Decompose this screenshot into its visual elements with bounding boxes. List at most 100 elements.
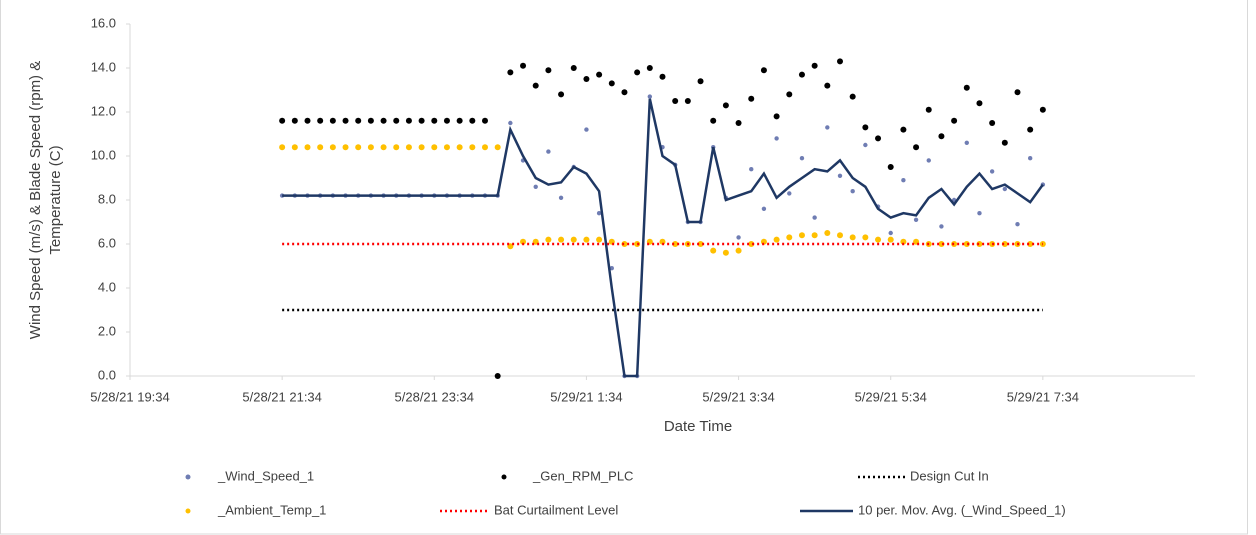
- data-point: [735, 120, 742, 126]
- data-point: [760, 67, 767, 74]
- data-point: [939, 224, 944, 229]
- data-point: [722, 102, 729, 109]
- data-point: [621, 89, 628, 96]
- y-tick-label: 16.0: [91, 15, 116, 30]
- data-point: [418, 117, 425, 124]
- data-point: [976, 100, 983, 107]
- data-point: [913, 144, 920, 151]
- data-point: [710, 247, 717, 254]
- data-point: [900, 238, 907, 245]
- data-point: [736, 235, 741, 240]
- data-point: [799, 156, 805, 161]
- data-point: [913, 217, 919, 222]
- data-point: [849, 234, 856, 241]
- data-point: [558, 195, 564, 200]
- data-point: [304, 117, 311, 124]
- data-point: [761, 206, 767, 211]
- y-axis-label: Temperature (C): [47, 145, 64, 254]
- data-point: [875, 135, 882, 142]
- data-point: [1014, 89, 1021, 96]
- data-point: [380, 144, 387, 151]
- legend-label: 10 per. Mov. Avg. (_Wind_Speed_1): [858, 502, 1066, 517]
- data-point: [558, 91, 565, 98]
- data-point: [672, 241, 679, 247]
- y-tick-label: 10.0: [91, 147, 116, 162]
- data-point: [279, 117, 286, 124]
- data-point: [977, 211, 982, 216]
- data-point: [862, 234, 869, 241]
- data-point: [863, 142, 868, 148]
- data-point: [532, 82, 539, 89]
- data-point: [608, 80, 615, 87]
- data-point: [926, 158, 931, 163]
- data-point: [405, 144, 412, 151]
- data-point: [558, 236, 565, 243]
- data-point: [938, 133, 945, 140]
- data-point: [646, 65, 653, 71]
- data-point: [304, 144, 311, 151]
- data-point: [798, 71, 805, 78]
- data-point: [609, 266, 614, 271]
- data-point: [545, 67, 552, 74]
- data-point: [722, 249, 729, 256]
- data-point: [621, 241, 628, 247]
- data-point: [938, 241, 945, 247]
- data-point: [811, 232, 818, 239]
- data-point: [837, 173, 843, 178]
- data-point: [786, 234, 793, 241]
- data-point: [508, 120, 513, 126]
- data-point: [418, 144, 425, 151]
- data-point: [342, 144, 349, 151]
- data-point: [494, 373, 501, 379]
- data-point: [925, 106, 932, 113]
- x-tick-label: 5/28/21 21:34: [242, 389, 322, 404]
- data-point: [748, 95, 755, 102]
- data-point: [380, 117, 387, 124]
- data-point: [837, 232, 843, 239]
- data-point: [456, 144, 463, 151]
- data-point: [659, 73, 666, 80]
- data-point: [812, 215, 817, 220]
- x-tick-label: 5/29/21 1:34: [550, 389, 622, 404]
- data-point: [355, 117, 362, 124]
- data-point: [456, 117, 463, 124]
- data-point: [963, 241, 970, 247]
- legend-label: _Ambient_Temp_1: [217, 502, 326, 517]
- data-point: [443, 144, 450, 151]
- data-point: [875, 236, 882, 243]
- data-point: [850, 189, 855, 194]
- data-point: [507, 69, 514, 76]
- data-point: [1001, 139, 1008, 146]
- data-point: [900, 126, 907, 133]
- data-point: [849, 93, 856, 100]
- x-tick-label: 5/29/21 3:34: [702, 389, 774, 404]
- data-point: [735, 247, 742, 254]
- data-point: [482, 144, 488, 151]
- y-tick-label: 4.0: [98, 279, 116, 294]
- data-point: [634, 69, 641, 76]
- data-point: [951, 117, 958, 124]
- data-point: [317, 144, 324, 151]
- data-point: [749, 167, 754, 172]
- data-point: [431, 117, 438, 124]
- data-point: [329, 117, 336, 124]
- data-point: [596, 211, 602, 216]
- data-point: [825, 125, 830, 130]
- y-tick-label: 0.0: [98, 367, 116, 382]
- data-line: [282, 98, 1044, 378]
- x-tick-label: 5/28/21 23:34: [395, 389, 475, 404]
- data-point: [989, 120, 996, 126]
- data-point: [773, 236, 780, 243]
- data-point: [317, 117, 324, 124]
- data-point: [773, 113, 780, 120]
- data-point: [964, 140, 969, 145]
- y-axis-label: Wind Speed (m/s) & Blade Speed (rpm) &: [27, 61, 44, 339]
- data-point: [596, 236, 603, 243]
- y-tick-label: 6.0: [98, 235, 116, 250]
- legend-marker: [501, 474, 507, 480]
- data-point: [837, 58, 843, 65]
- data-point: [329, 144, 336, 151]
- data-point: [291, 117, 298, 124]
